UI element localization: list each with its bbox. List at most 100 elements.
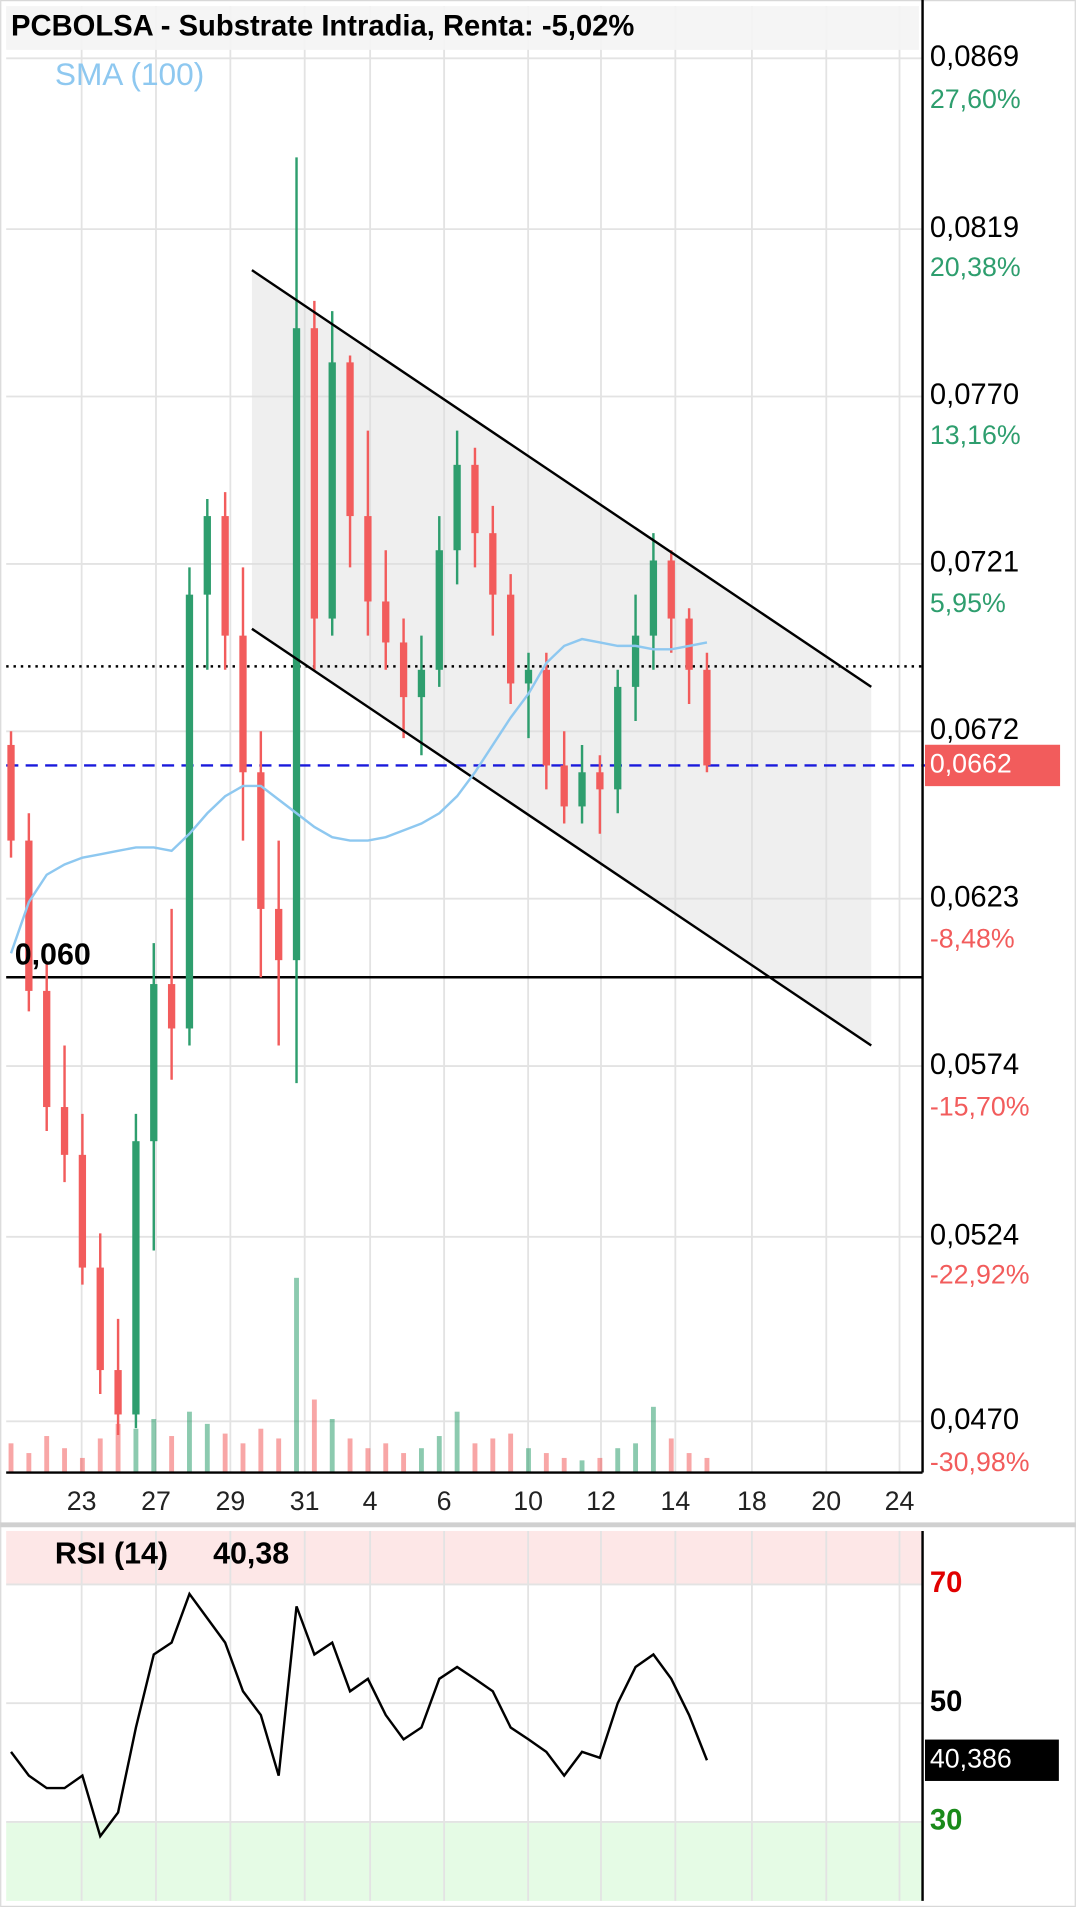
candle-body bbox=[489, 533, 497, 595]
candle-body bbox=[399, 642, 408, 698]
volume-bar bbox=[311, 1399, 317, 1473]
volume-bar bbox=[133, 1428, 139, 1473]
chart-title: PCBOLSA - Substrate Intradia, Renta: -5,… bbox=[11, 11, 634, 43]
volume-bar bbox=[151, 1418, 157, 1473]
candle-body bbox=[328, 362, 336, 619]
y2-tick-label: -22,92% bbox=[930, 1260, 1030, 1290]
y2-tick-label: -30,98% bbox=[930, 1447, 1030, 1477]
candle-body bbox=[96, 1267, 104, 1371]
volume-bar bbox=[365, 1448, 371, 1473]
candle-body bbox=[114, 1370, 122, 1415]
volume-bar bbox=[383, 1443, 389, 1473]
volume-bar bbox=[401, 1453, 407, 1473]
candle-body bbox=[614, 686, 622, 790]
rsi-tick-label: 70 bbox=[930, 1567, 962, 1599]
volume-bar bbox=[204, 1423, 210, 1473]
volume-bar bbox=[436, 1436, 442, 1473]
volume-bar bbox=[26, 1453, 32, 1473]
rsi-band bbox=[6, 1821, 923, 1901]
candle-body bbox=[275, 908, 283, 961]
candle-body bbox=[703, 669, 711, 766]
sma-line bbox=[9, 637, 708, 954]
volume-bar bbox=[169, 1436, 175, 1473]
volume-bar bbox=[97, 1438, 103, 1473]
x-tick-label: 27 bbox=[141, 1486, 171, 1516]
rsi-band bbox=[6, 1530, 923, 1585]
x-tick-label: 18 bbox=[737, 1486, 767, 1516]
candle-body bbox=[239, 635, 247, 773]
x-tick-label: 29 bbox=[215, 1486, 245, 1516]
rsi-line bbox=[10, 1591, 709, 1839]
volume-bar bbox=[294, 1277, 299, 1473]
volume-bar bbox=[561, 1457, 567, 1473]
y2-tick-label: 5,95% bbox=[930, 588, 1006, 618]
candle-body bbox=[150, 984, 158, 1142]
y2-tick-label: -15,70% bbox=[930, 1092, 1030, 1122]
candle-body bbox=[685, 618, 693, 670]
volume-bar bbox=[615, 1448, 621, 1473]
candle-body bbox=[417, 669, 426, 698]
rsi-tick-label: 30 bbox=[930, 1805, 962, 1837]
volume-bar bbox=[686, 1453, 692, 1473]
y-tick-label: 0,0869 bbox=[930, 41, 1019, 73]
volume-bar bbox=[668, 1438, 674, 1473]
price-box bbox=[924, 744, 1061, 787]
volume-bar bbox=[490, 1438, 496, 1473]
candle-body bbox=[310, 328, 319, 619]
volume-bar bbox=[454, 1411, 460, 1473]
y-tick-label: 0,0470 bbox=[930, 1404, 1019, 1436]
channel-line bbox=[251, 269, 872, 688]
volume-bar bbox=[240, 1443, 246, 1473]
x-tick-label: 4 bbox=[363, 1486, 378, 1516]
candle-body bbox=[292, 328, 301, 961]
candle-body bbox=[60, 1107, 69, 1155]
y-tick-label: 0,0623 bbox=[930, 881, 1019, 913]
channel-fill bbox=[251, 270, 872, 1046]
title-background bbox=[6, 6, 919, 50]
level-label: 0,060 bbox=[15, 938, 91, 972]
volume-bar bbox=[276, 1438, 282, 1473]
rsi-last-box bbox=[924, 1739, 1059, 1781]
x-tick-label: 6 bbox=[437, 1486, 452, 1516]
candle-body bbox=[185, 594, 194, 1029]
candle-body bbox=[167, 984, 176, 1029]
volume-bar bbox=[579, 1460, 585, 1473]
candle-body bbox=[435, 550, 443, 670]
volume-bar bbox=[79, 1457, 85, 1473]
y2-tick-label: 27,60% bbox=[930, 84, 1021, 114]
candle-body bbox=[221, 516, 229, 636]
volume-bar bbox=[650, 1406, 656, 1473]
volume-bar bbox=[115, 1423, 121, 1473]
candle-body bbox=[25, 840, 33, 991]
volume-bar bbox=[8, 1443, 14, 1473]
candle-body bbox=[346, 362, 354, 517]
y-tick-label: 0,0672 bbox=[930, 714, 1019, 746]
x-tick-label: 12 bbox=[586, 1486, 616, 1516]
volume-bar bbox=[472, 1443, 478, 1473]
candle-body bbox=[507, 594, 515, 684]
y2-tick-label: -8,48% bbox=[930, 924, 1015, 954]
y-tick-label: 0,0524 bbox=[930, 1220, 1019, 1252]
candle-body bbox=[203, 516, 211, 595]
volume-bar bbox=[62, 1448, 67, 1473]
candle-body bbox=[132, 1141, 140, 1415]
y-tick-label: 0,0574 bbox=[930, 1049, 1019, 1081]
volume-bar bbox=[347, 1438, 353, 1473]
x-tick-label: 24 bbox=[885, 1486, 915, 1516]
volume-bar bbox=[508, 1433, 514, 1473]
volume-bar bbox=[597, 1457, 603, 1473]
candle-body bbox=[78, 1154, 87, 1268]
volume-bar bbox=[543, 1453, 549, 1473]
volume-bar bbox=[329, 1418, 335, 1473]
candle-body bbox=[471, 464, 479, 534]
candle-body bbox=[453, 464, 461, 551]
channel-line bbox=[251, 627, 872, 1047]
rsi-current: 40,38 bbox=[213, 1536, 289, 1570]
candle-body bbox=[560, 765, 568, 807]
y2-tick-label: 20,38% bbox=[930, 252, 1021, 282]
volume-bar bbox=[704, 1457, 710, 1473]
x-tick-label: 10 bbox=[513, 1486, 543, 1516]
